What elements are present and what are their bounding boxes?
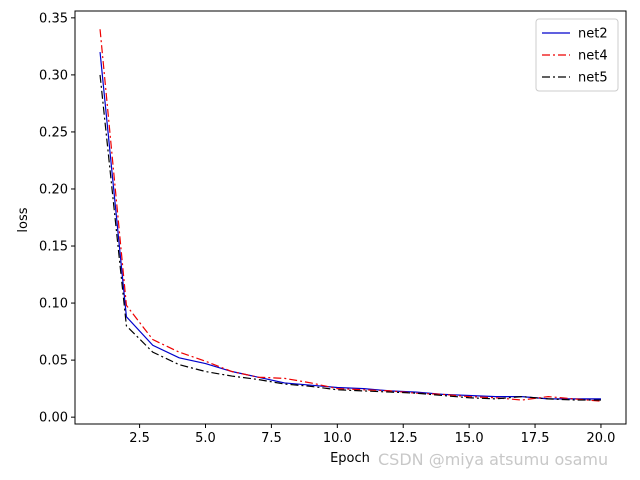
- csdn-watermark: CSDN @miya atsumu osamu: [378, 450, 609, 469]
- axis-ticks: 2.5 5.0 7.5 10.0 12.5 15.0 17.5 20.0 0.00 0.05 0.1…: [39, 11, 615, 446]
- legend-label-net2: net2: [578, 27, 608, 42]
- x-tick-label: 2.5: [129, 431, 150, 446]
- legend-label-net5: net5: [578, 71, 608, 86]
- y-tick-label: 0.25: [39, 125, 68, 140]
- y-tick-label: 0.20: [39, 182, 68, 197]
- x-tick-label: 20.0: [586, 431, 615, 446]
- x-tick-label: 7.5: [261, 431, 282, 446]
- y-tick-label: 0.35: [39, 11, 68, 26]
- y-tick-label: 0.10: [39, 297, 68, 312]
- x-tick-label: 10.0: [323, 431, 352, 446]
- y-tick-label: 0.15: [39, 240, 68, 255]
- y-tick-label: 0.00: [39, 411, 68, 426]
- legend-box: [535, 18, 619, 92]
- series-line-net4: [99, 29, 602, 402]
- plot-marks: [99, 29, 602, 402]
- legend: net2 net4 net5: [535, 18, 619, 92]
- series-line-net5: [99, 74, 601, 401]
- x-tick-label: 17.5: [521, 431, 550, 446]
- x-tick-label: 12.5: [389, 431, 418, 446]
- x-tick-label: 5.0: [195, 431, 216, 446]
- y-axis-label: loss: [16, 207, 31, 232]
- y-tick-label: 0.30: [39, 68, 68, 83]
- y-tick-label: 0.05: [39, 354, 68, 369]
- legend-label-net4: net4: [578, 49, 608, 64]
- x-tick-label: 15.0: [455, 431, 484, 446]
- series-line-net2: [99, 52, 601, 400]
- x-axis-label: Epoch: [330, 451, 370, 466]
- plot-area-frame: [74, 10, 627, 425]
